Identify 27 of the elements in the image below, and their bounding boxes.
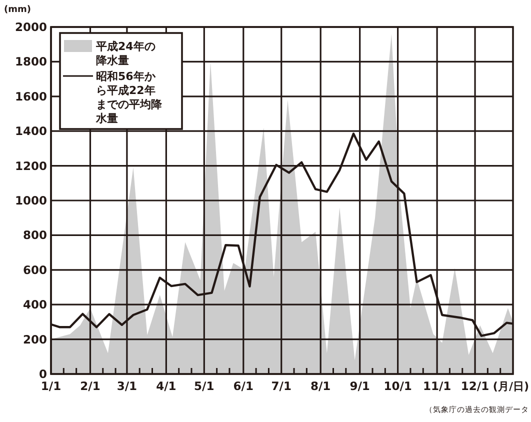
y-tick-label: 200 (22, 332, 47, 346)
x-tick-label: 9/1 (350, 379, 370, 393)
x-tick-label: 5/1 (194, 379, 214, 393)
y-tick-label: 1200 (14, 158, 47, 173)
y-tick-label: 1800 (14, 54, 47, 69)
x-tick-label: 3/1 (116, 379, 138, 393)
y-tick-label: 1600 (14, 89, 47, 104)
y-tick-label: 0 (38, 367, 47, 381)
x-axis-title: (月/日) (492, 380, 529, 393)
y-axis-title: (mm) (4, 5, 31, 15)
x-tick-label: 2/1 (80, 379, 100, 393)
x-tick-label: 4/1 (156, 379, 176, 393)
y-tick-label: 1000 (14, 194, 47, 208)
x-tick-label: 12/1 (460, 379, 490, 393)
x-tick-label: 11/1 (422, 379, 452, 393)
x-tick-label: 1/1 (40, 379, 62, 393)
legend-label: 昭和56年から平成22年までの平均降水量 (95, 70, 163, 125)
y-tick-label: 2000 (14, 20, 47, 34)
x-tick-label: 6/1 (233, 379, 254, 393)
y-tick-label: 1400 (14, 124, 47, 138)
x-tick-label: 10/1 (384, 379, 412, 393)
y-tick-label: 800 (22, 228, 47, 242)
x-tick-label: 8/1 (310, 379, 331, 393)
x-tick-label: 7/1 (271, 379, 292, 393)
y-tick-label: 400 (22, 298, 47, 312)
y-tick-label: 600 (22, 262, 47, 277)
legend-label: 平成24年の降水量 (95, 40, 156, 67)
